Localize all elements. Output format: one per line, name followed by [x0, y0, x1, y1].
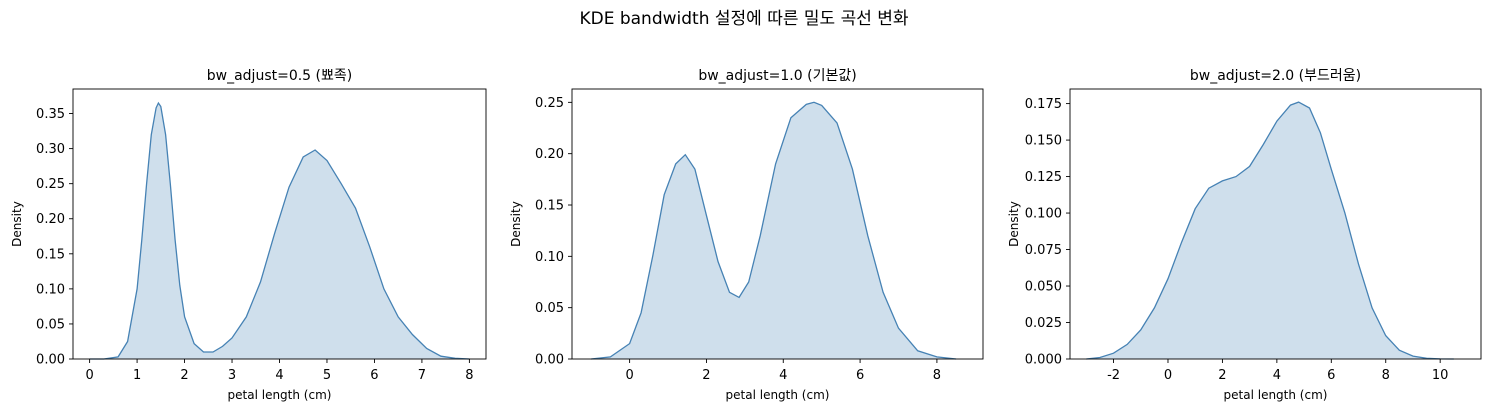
subplot-bw-2-0: -2 0 2 4 6 8 10 0.000 0.025 0.050 0.075 0.100 0.125 0… — [1007, 68, 1482, 402]
y-tick-label: 0.00 — [36, 353, 65, 368]
x-tick-label: 3 — [228, 368, 236, 383]
y-tick-label: 0.25 — [36, 177, 65, 192]
x-axis-label: petal length (cm) — [1224, 388, 1328, 402]
x-axis-label: petal length (cm) — [726, 388, 830, 402]
x-tick-label: 0 — [85, 368, 93, 383]
subplot-bw-1-0: 0 2 4 6 8 0.00 0.05 0.10 0.15 0.20 0.25 bw_adjust=1… — [509, 68, 984, 402]
x-tick-label: 6 — [856, 368, 864, 383]
y-tick-label: 0.05 — [535, 301, 564, 316]
y-tick-label: 0.075 — [1025, 243, 1062, 258]
y-axis-label: Density — [1007, 201, 1021, 247]
x-tick-label: 8 — [933, 368, 941, 383]
density-curve — [591, 101, 957, 360]
y-axis-label: Density — [10, 201, 24, 247]
x-tick-label: 4 — [1273, 368, 1281, 383]
figure-title: KDE bandwidth 설정에 따른 밀도 곡선 변화 — [579, 9, 908, 29]
subplot-title: bw_adjust=1.0 (기본값) — [698, 68, 856, 84]
x-tick-label: 8 — [1382, 368, 1390, 383]
x-tick-label: 0 — [1164, 368, 1172, 383]
y-tick-label: 0.150 — [1025, 134, 1062, 149]
y-tick-label: 0.20 — [36, 212, 65, 227]
density-area — [89, 103, 470, 359]
y-tick-label: 0.025 — [1025, 316, 1062, 331]
x-tick-label: 2 — [1218, 368, 1226, 383]
x-tick-label: 4 — [275, 368, 283, 383]
x-tick-label: 8 — [465, 368, 473, 383]
y-tick-label: 0.125 — [1025, 170, 1062, 185]
axes-frame — [1069, 88, 1482, 360]
y-tick-label: 0.00 — [535, 353, 564, 368]
subplot-title: bw_adjust=2.0 (부드러움) — [1190, 68, 1361, 84]
x-tick-label: 4 — [779, 368, 787, 383]
y-tick-label: 0.100 — [1025, 207, 1062, 222]
density-curve — [1086, 101, 1454, 360]
density-area — [1086, 102, 1454, 359]
x-tick-label: 1 — [133, 368, 141, 383]
x-tick-label: -2 — [1107, 368, 1120, 383]
y-axis-label: Density — [509, 201, 523, 247]
y-tick-label: 0.175 — [1025, 97, 1062, 112]
x-tick-label: 2 — [702, 368, 710, 383]
y-tick-label: 0.05 — [36, 317, 65, 332]
density-curve — [89, 101, 470, 360]
y-tick-label: 0.15 — [535, 199, 564, 214]
y-tick-label: 0.15 — [36, 247, 65, 262]
x-tick-label: 7 — [418, 368, 426, 383]
density-area — [591, 102, 957, 360]
y-tick-label: 0.35 — [36, 107, 65, 122]
x-tick-label: 10 — [1432, 368, 1449, 383]
y-tick-label: 0.050 — [1025, 280, 1062, 295]
axes-frame — [571, 88, 984, 360]
y-tick-label: 0.30 — [36, 142, 65, 157]
y-tick-label: 0.10 — [36, 282, 65, 297]
subplot-title: bw_adjust=0.5 (뾰족) — [207, 68, 352, 84]
x-tick-label: 5 — [323, 368, 331, 383]
y-tick-label: 0.20 — [535, 147, 564, 162]
x-axis-label: petal length (cm) — [228, 388, 332, 402]
y-tick-label: 0.000 — [1025, 353, 1062, 368]
x-tick-label: 6 — [1327, 368, 1335, 383]
x-tick-label: 0 — [625, 368, 633, 383]
x-tick-label: 2 — [180, 368, 188, 383]
subplot-bw-0-5: 0 1 2 3 4 5 6 7 8 0.00 0.05 0.10 0.15 0.20 0.25 0.30 0.3… — [10, 68, 487, 402]
x-tick-label: 6 — [370, 368, 378, 383]
y-tick-label: 0.25 — [535, 96, 564, 111]
y-tick-label: 0.10 — [535, 250, 564, 265]
